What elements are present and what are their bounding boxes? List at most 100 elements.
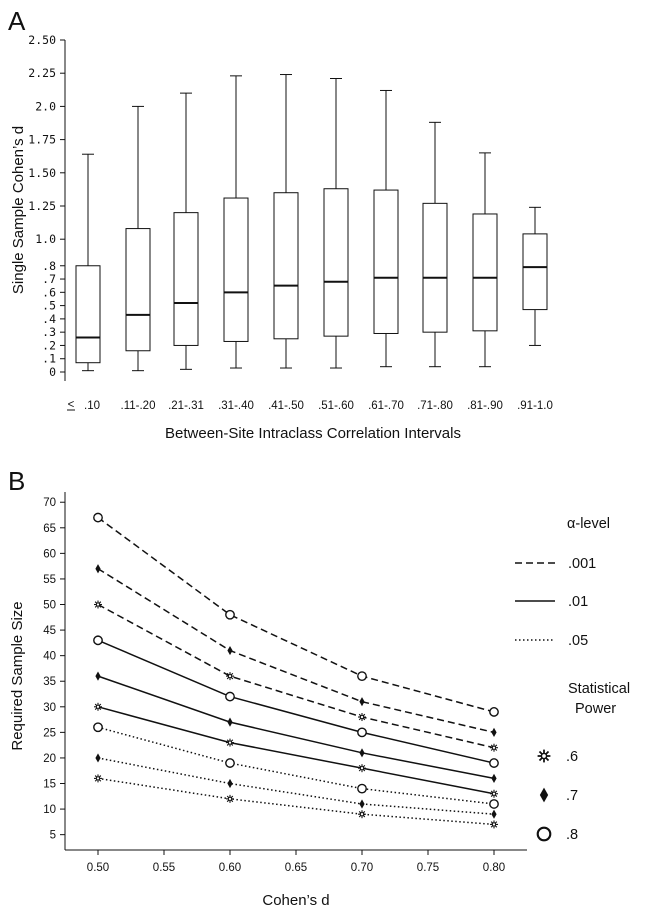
panel-a-y-axis-title: Single Sample Cohen’s d — [10, 126, 27, 294]
circle-marker — [357, 783, 367, 794]
y-tick-label: 2.50 — [28, 33, 56, 47]
y-tick-label: 30 — [43, 702, 56, 714]
circle-marker — [489, 758, 499, 768]
panel-b-x-axis-title: Cohen’s d — [262, 892, 329, 909]
box-6 — [373, 89, 399, 368]
x-tick-label: 0.80 — [483, 862, 505, 874]
series-1 — [95, 564, 497, 737]
panel-a-letter: A — [8, 6, 26, 36]
legend-alpha-05: .05 — [568, 633, 588, 649]
x-tick-prefix: < — [68, 399, 75, 411]
diamond-marker — [491, 727, 497, 737]
legend-alpha-title: α-level — [567, 516, 610, 532]
circle-marker — [225, 691, 235, 702]
y-tick-label: .1 — [42, 352, 56, 366]
box-9 — [522, 206, 548, 346]
circle-marker — [93, 635, 103, 646]
star-center — [491, 822, 497, 827]
box-iqr — [273, 192, 299, 340]
panel-b-y-axis-title: Required Sample Size — [9, 601, 26, 750]
series-7 — [95, 753, 497, 819]
y-tick-label: 10 — [43, 804, 56, 816]
circle-marker — [225, 758, 235, 768]
box-2 — [173, 92, 199, 370]
x-tick-label: .11-.20 — [121, 400, 156, 412]
x-tick-label: .41-.50 — [268, 400, 304, 412]
legend-markers — [536, 749, 552, 842]
diamond-marker — [227, 645, 233, 656]
diamond-marker — [227, 778, 233, 789]
box-3 — [223, 75, 249, 369]
series-line — [97, 639, 495, 764]
panel-a-x-axis-title: Between-Site Intraclass Correlation Inte… — [165, 425, 461, 442]
panel-b-series — [93, 512, 499, 829]
diamond-marker — [359, 748, 365, 758]
series-line — [97, 603, 495, 749]
star-center — [359, 766, 365, 771]
series-6 — [93, 722, 499, 809]
star-center — [227, 674, 233, 679]
panel-b-y-ticks: 5 10 15 20 25 30 35 40 45 50 55 60 65 70 — [43, 497, 65, 842]
series-line — [97, 726, 495, 805]
y-tick-label: 55 — [43, 574, 56, 586]
x-tick-label: 0.60 — [219, 862, 241, 874]
box-iqr — [173, 212, 199, 346]
series-2 — [94, 600, 498, 752]
y-tick-label: 2.0 — [35, 99, 56, 113]
box-iqr — [323, 188, 349, 337]
diamond-marker — [95, 753, 101, 763]
diamond-marker — [227, 717, 233, 727]
y-tick-label: 20 — [43, 753, 56, 765]
diamond-marker — [359, 697, 365, 707]
legend-alpha-01: .01 — [568, 594, 588, 610]
series-line — [97, 706, 495, 795]
star-center — [95, 602, 101, 607]
panel-b-legend: α-level .001 .01 .05 Statistical Power .… — [515, 516, 630, 843]
y-tick-label: 70 — [43, 497, 56, 509]
legend-alpha-001: .001 — [568, 556, 596, 572]
diamond-marker — [95, 671, 101, 681]
star-center — [491, 791, 497, 796]
box-1 — [125, 105, 151, 372]
y-tick-label: .7 — [42, 272, 56, 286]
series-line — [97, 516, 495, 713]
box-iqr — [223, 197, 249, 342]
series-line — [97, 777, 495, 826]
y-tick-label: 50 — [43, 600, 56, 612]
x-tick-label: 0.65 — [285, 862, 307, 874]
star-center — [359, 812, 365, 817]
box-8 — [472, 152, 498, 368]
box-iqr — [75, 265, 101, 364]
series-0 — [93, 512, 499, 717]
x-tick-label: .61-.70 — [368, 400, 404, 412]
x-tick-label: .51-.60 — [318, 400, 354, 412]
x-tick-label: 0.75 — [417, 862, 439, 874]
diamond-marker — [95, 564, 101, 574]
box-iqr — [522, 233, 548, 311]
circle-marker — [489, 707, 499, 717]
x-tick-label: 0.50 — [87, 862, 109, 874]
y-tick-label: 35 — [43, 676, 56, 688]
x-tick-label: .91-1.0 — [517, 400, 553, 412]
series-5 — [94, 702, 498, 798]
y-tick-label: .2 — [42, 338, 56, 352]
diamond-marker — [491, 773, 497, 783]
x-tick-label: .31-.40 — [218, 400, 254, 412]
x-tick-label: .81-.90 — [467, 400, 503, 412]
y-tick-label: 15 — [43, 779, 56, 791]
circle-marker — [489, 799, 499, 809]
y-tick-label: .4 — [42, 312, 56, 326]
y-tick-label: 40 — [43, 651, 56, 663]
panel-a: A 0.1.2.3.4.5.6.7.8 1.0 1.25 1.50 1.75 2.0 2.2… — [8, 6, 553, 442]
y-tick-label: 65 — [43, 523, 56, 535]
star-center — [95, 704, 101, 709]
legend-power-title-2: Power — [575, 701, 616, 717]
y-tick-label: 45 — [43, 625, 56, 637]
star-center — [227, 796, 233, 801]
y-tick-label: 5 — [50, 830, 56, 842]
circle-marker — [93, 722, 103, 733]
diamond-marker — [539, 787, 549, 803]
panel-a-y-ticks: 0.1.2.3.4.5.6.7.8 1.0 1.25 1.50 1.75 2.0 2.25 2… — [28, 33, 65, 379]
circle-marker — [225, 609, 235, 620]
